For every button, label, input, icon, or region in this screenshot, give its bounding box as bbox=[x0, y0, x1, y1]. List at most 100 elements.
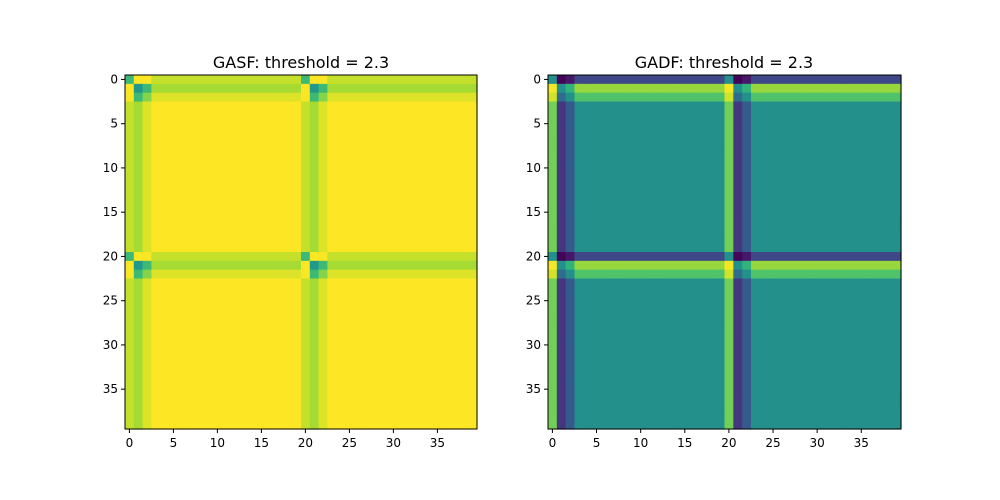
gadf-cell bbox=[724, 207, 734, 218]
gasf-cell bbox=[397, 92, 408, 103]
gasf-cell bbox=[441, 260, 452, 271]
gasf-cell bbox=[142, 384, 152, 395]
gasf-cell bbox=[406, 305, 416, 315]
gasf-cell bbox=[468, 287, 478, 297]
gadf-cell bbox=[627, 296, 637, 306]
gasf-cell bbox=[230, 83, 240, 94]
gasf-cell bbox=[318, 92, 328, 103]
gasf-cell bbox=[336, 296, 346, 306]
gasf-cell bbox=[230, 384, 240, 395]
gadf-cell bbox=[556, 384, 567, 395]
gadf-cell bbox=[627, 252, 637, 262]
gadf-cell bbox=[609, 163, 620, 173]
gasf-cell bbox=[283, 340, 293, 350]
gadf-cell bbox=[627, 367, 637, 377]
gadf-cell bbox=[680, 331, 690, 342]
gadf-cell bbox=[592, 172, 602, 182]
gadf-cell bbox=[636, 358, 646, 368]
gadf-cell bbox=[821, 252, 831, 262]
gadf-cell bbox=[795, 358, 805, 368]
gasf-cell bbox=[177, 216, 188, 227]
gadf-cell bbox=[892, 190, 902, 200]
gadf-cell bbox=[865, 402, 876, 412]
gasf-cell bbox=[160, 252, 170, 262]
gasf-cell bbox=[283, 145, 293, 156]
gadf-cell bbox=[627, 402, 637, 412]
gasf-cell bbox=[309, 340, 320, 350]
gadf-cell bbox=[830, 181, 840, 191]
gadf-cell bbox=[750, 367, 761, 377]
gasf-cell bbox=[433, 172, 443, 182]
gadf-cell bbox=[724, 198, 734, 209]
gadf-cell bbox=[609, 198, 620, 209]
gadf-cell bbox=[848, 172, 858, 182]
gasf-cell bbox=[371, 101, 381, 111]
gasf-cell bbox=[389, 163, 399, 173]
gasf-cell bbox=[424, 411, 434, 421]
gasf-cell bbox=[318, 190, 328, 200]
gasf-cell bbox=[353, 393, 364, 404]
gadf-cell bbox=[892, 384, 902, 395]
gadf-cell bbox=[600, 136, 611, 147]
gadf-cell bbox=[618, 216, 629, 227]
gadf-cell bbox=[565, 225, 576, 235]
gasf-cell bbox=[441, 198, 452, 209]
gadf-cell bbox=[609, 278, 620, 288]
gasf-cell bbox=[265, 198, 276, 209]
gadf-cell bbox=[715, 305, 726, 315]
gadf-cell bbox=[698, 190, 708, 200]
gasf-cell bbox=[195, 128, 205, 138]
gadf-cell bbox=[706, 163, 717, 173]
gasf-cell bbox=[380, 349, 390, 359]
gadf-cell bbox=[892, 349, 902, 359]
gasf-cell bbox=[301, 207, 311, 218]
gadf-cell bbox=[671, 225, 681, 235]
gasf-cell bbox=[345, 393, 355, 404]
gadf-cell bbox=[653, 101, 664, 111]
gasf-cell bbox=[125, 75, 135, 85]
gadf-cell bbox=[733, 322, 743, 333]
gasf-cell bbox=[345, 92, 355, 103]
gadf-cell bbox=[609, 75, 620, 85]
gadf-cell bbox=[733, 163, 743, 173]
gadf-axes-frame bbox=[547, 74, 902, 430]
gadf-cell bbox=[565, 163, 576, 173]
gadf-cell bbox=[583, 313, 593, 324]
gadf-cell bbox=[636, 190, 646, 200]
gadf-cell bbox=[750, 243, 761, 253]
gasf-cell bbox=[389, 278, 399, 288]
gasf-cell bbox=[397, 367, 408, 377]
gadf-cell bbox=[883, 340, 893, 350]
gadf-cell bbox=[768, 119, 779, 129]
gasf-cell bbox=[309, 154, 320, 165]
gadf-cell bbox=[795, 411, 805, 421]
gadf-cell bbox=[742, 420, 752, 430]
gadf-cell bbox=[698, 313, 708, 324]
gadf-cell bbox=[583, 260, 593, 271]
gadf-cell bbox=[671, 331, 681, 342]
gadf-cell bbox=[662, 243, 673, 253]
gadf-cell bbox=[618, 269, 629, 280]
gasf-cell bbox=[230, 154, 240, 165]
gadf-cell bbox=[742, 367, 752, 377]
gasf-cell bbox=[186, 420, 196, 430]
gadf-cell bbox=[812, 420, 823, 430]
gadf-cell bbox=[830, 252, 840, 262]
gadf-cell bbox=[698, 181, 708, 191]
gasf-cell bbox=[133, 172, 144, 182]
gadf-cell bbox=[556, 349, 567, 359]
gasf-cell bbox=[169, 198, 179, 209]
gadf-cell bbox=[786, 402, 796, 412]
gadf-cell bbox=[600, 278, 611, 288]
gadf-cell bbox=[706, 136, 717, 147]
gasf-cell bbox=[301, 243, 311, 253]
gasf-cell bbox=[433, 278, 443, 288]
gasf-cell bbox=[441, 234, 452, 244]
gadf-cell bbox=[786, 393, 796, 404]
gasf-cell bbox=[450, 384, 460, 395]
gadf-cell bbox=[777, 243, 787, 253]
gadf-cell bbox=[565, 234, 576, 244]
gasf-cell bbox=[160, 198, 170, 209]
gasf-cell bbox=[301, 269, 311, 280]
gasf-cell bbox=[160, 384, 170, 395]
